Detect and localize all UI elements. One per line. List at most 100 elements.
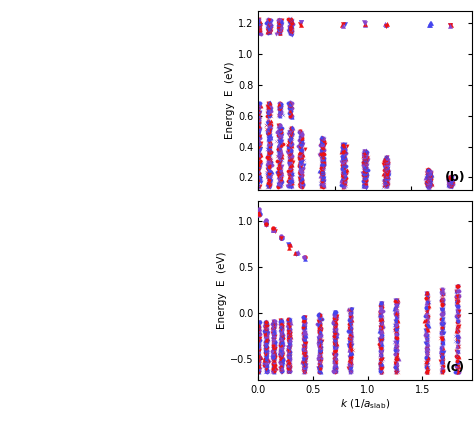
Point [377,332,385,338]
Point [271,336,278,343]
Point [301,327,309,334]
Point [263,324,270,331]
Point [254,143,262,150]
Point [338,144,346,151]
Point [266,175,274,182]
Point [267,135,275,142]
Point [287,28,295,35]
Point [266,157,273,163]
Point [253,180,260,187]
Point [284,331,292,338]
Point [422,358,430,365]
Point [288,141,295,148]
Point [423,181,431,188]
Point [299,130,306,137]
Point [300,320,308,327]
Point [317,338,325,345]
Point [330,326,337,332]
Point [422,331,429,338]
Point [426,176,434,183]
Point [347,317,355,323]
Point [382,166,390,173]
Point [298,151,306,158]
Point [295,168,303,175]
Point [446,174,453,181]
Point [266,27,273,34]
Point [276,122,284,129]
Point [300,141,307,148]
Point [275,132,283,139]
Point [424,179,431,186]
Point [362,182,369,189]
Point [265,23,273,30]
Point [255,325,263,332]
Point [255,106,262,112]
Point [424,322,432,329]
Point [264,166,271,173]
Point [376,316,383,323]
Point [360,157,367,163]
Point [445,180,453,187]
Point [319,160,326,167]
Point [275,154,283,160]
Point [339,173,347,180]
Point [276,106,284,113]
Point [252,23,260,30]
Point [363,160,370,166]
Point [276,166,284,173]
Point [263,342,270,349]
Point [340,21,347,27]
Point [263,353,271,360]
Point [340,167,348,174]
Point [392,369,400,375]
Point [422,290,429,297]
Point [383,180,390,187]
Point [341,172,349,178]
Point [425,181,432,187]
Point [275,27,283,34]
Point [392,347,400,353]
Point [297,162,304,169]
Point [301,329,309,336]
Point [317,341,324,348]
Point [426,169,433,175]
Point [255,182,262,189]
Point [255,18,262,25]
Point [300,323,308,330]
Point [274,21,282,28]
Point [262,221,270,227]
Point [439,363,447,370]
Point [285,245,292,251]
Point [299,342,307,349]
Point [255,28,262,35]
Point [447,176,455,183]
Point [342,163,350,170]
Point [438,344,446,351]
Point [262,356,269,363]
Point [255,172,263,179]
Point [332,354,339,361]
Point [339,164,347,171]
Point [275,167,283,174]
Point [423,290,430,296]
Point [423,308,430,315]
Point [362,169,370,176]
Point [278,157,286,164]
Point [438,311,446,317]
Point [393,330,401,337]
Point [447,181,455,188]
Point [423,336,430,343]
Point [423,317,430,324]
Point [346,314,354,321]
Point [331,322,338,329]
Point [423,350,430,357]
Point [284,142,292,149]
Point [286,103,294,109]
Point [256,150,264,157]
Point [439,330,447,337]
Point [255,347,262,354]
Point [319,165,327,172]
Point [275,131,283,138]
Point [339,158,346,165]
Point [454,293,462,300]
